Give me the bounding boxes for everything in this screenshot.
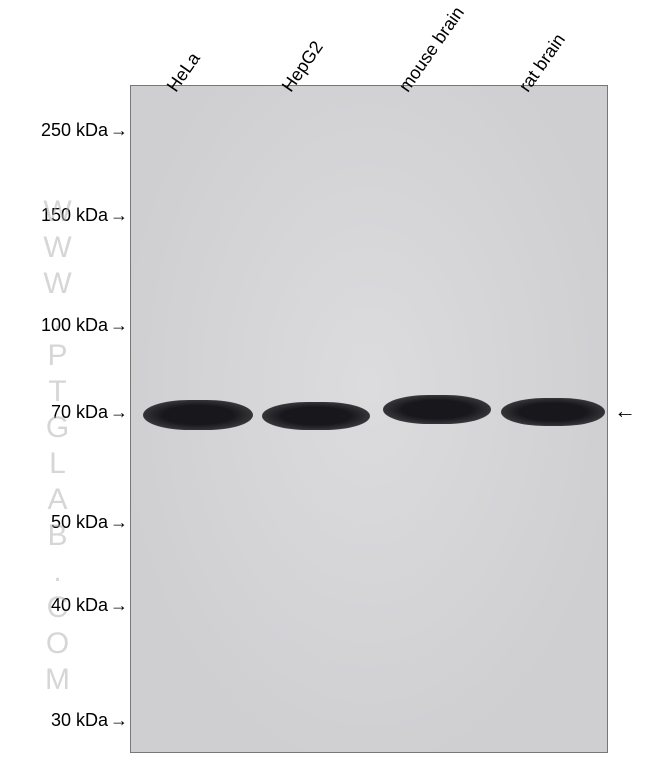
- marker-text: 30 kDa: [51, 710, 108, 730]
- arrow-right-icon: →: [110, 315, 128, 336]
- protein-band: [383, 395, 491, 424]
- figure-container: HeLaHepG2mouse brainrat brain 250 kDa→15…: [0, 0, 650, 783]
- arrow-right-icon: →: [110, 120, 128, 141]
- marker-text: 250 kDa: [41, 120, 108, 140]
- lane-label: mouse brain: [395, 3, 469, 96]
- arrow-right-icon: →: [110, 512, 128, 533]
- arrow-right-icon: →: [110, 595, 128, 616]
- arrow-right-icon: →: [110, 205, 128, 226]
- protein-band: [501, 398, 605, 426]
- watermark-text: WWW.PTGLAB.COM: [40, 195, 74, 699]
- arrow-right-icon: →: [110, 710, 128, 731]
- protein-band: [262, 402, 370, 430]
- arrow-right-icon: →: [110, 402, 128, 423]
- protein-band: [143, 400, 253, 430]
- band-indicator-arrow: ←: [614, 398, 636, 424]
- marker-label: 250 kDa→: [10, 120, 128, 141]
- marker-label: 30 kDa→: [10, 710, 128, 731]
